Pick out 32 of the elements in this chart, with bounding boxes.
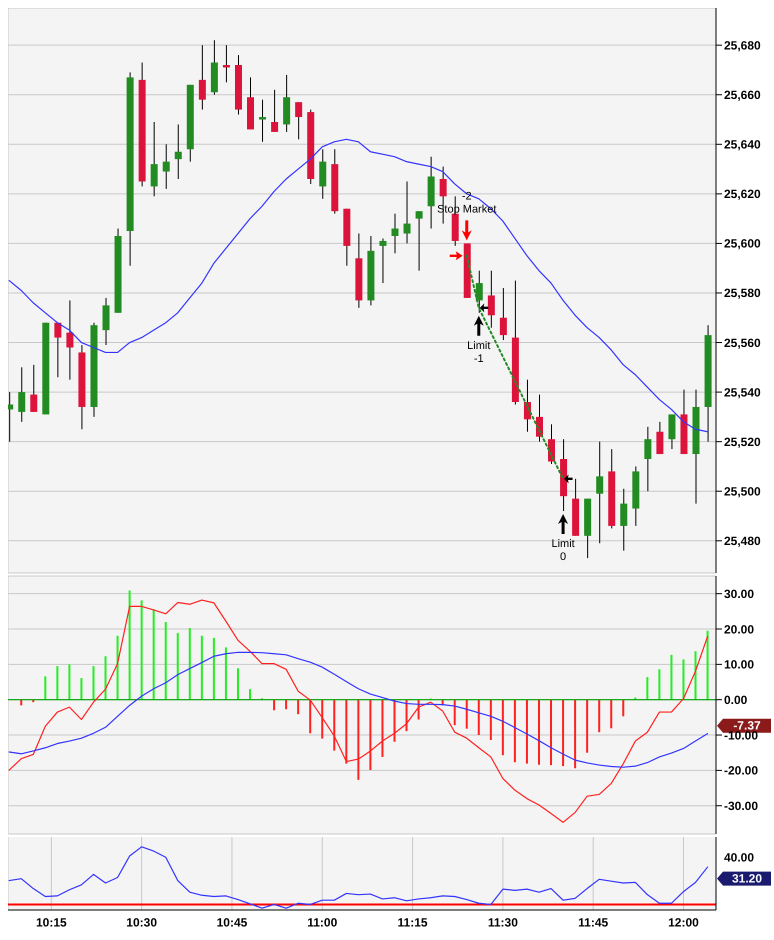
x-tick-label: 12:00 bbox=[668, 916, 700, 930]
y-tick-label: 25,520 bbox=[724, 434, 762, 449]
y-tick-label: 25,580 bbox=[724, 286, 762, 300]
x-tick-label: 11:45 bbox=[578, 916, 609, 930]
y-tick-label: 25,640 bbox=[724, 138, 762, 152]
y-tick-label: 25,480 bbox=[724, 534, 762, 548]
y-tick-label: 25,500 bbox=[724, 484, 762, 498]
x-tick-label: 11:00 bbox=[307, 916, 338, 930]
annotation: 0 bbox=[560, 551, 566, 564]
y-tick-label: 30.00 bbox=[724, 586, 754, 601]
y-tick-label: -30.00 bbox=[724, 798, 758, 813]
annotation: Limit bbox=[467, 340, 490, 352]
y-tick-label: 25,680 bbox=[724, 38, 762, 52]
y-tick-label: -20.00 bbox=[724, 764, 758, 778]
y-tick-label: 25,660 bbox=[724, 88, 762, 102]
x-tick-label: 10:15 bbox=[36, 916, 68, 930]
x-tick-label: 11:30 bbox=[488, 916, 518, 930]
annotation: -1 bbox=[474, 352, 484, 365]
y-tick-label: 20.00 bbox=[724, 622, 754, 636]
x-tick-label: 10:45 bbox=[216, 916, 248, 930]
y-tick-label: 25,600 bbox=[724, 236, 762, 251]
y-tick-label: 10.00 bbox=[724, 658, 754, 672]
annotation: -2 bbox=[462, 190, 472, 202]
annotation: Limit bbox=[551, 538, 575, 550]
y-tick-label: 0.00 bbox=[724, 692, 748, 707]
text: 31.20 bbox=[732, 872, 762, 886]
y-tick-label: 25,560 bbox=[724, 336, 762, 350]
x-tick-label: 11:15 bbox=[398, 916, 428, 930]
y-tick-label: 25,540 bbox=[724, 385, 762, 400]
text: 40.00 bbox=[724, 850, 754, 864]
x-tick-label: 10:30 bbox=[126, 916, 158, 930]
y-tick-label: 25,620 bbox=[724, 187, 762, 202]
